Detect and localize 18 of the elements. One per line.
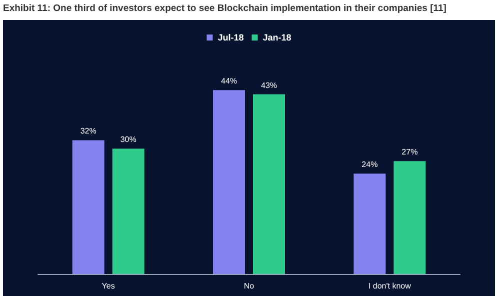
- data-label: 27%: [402, 148, 418, 157]
- data-label: 43%: [260, 80, 278, 90]
- x-tick-label: Yes: [102, 282, 115, 290]
- bar: [354, 174, 386, 274]
- bar: [112, 148, 144, 274]
- bar: [253, 94, 285, 274]
- legend-label: Jul-18: [218, 32, 244, 42]
- bar: [394, 161, 426, 274]
- x-tick-label: I don't know: [368, 282, 412, 290]
- bar: [72, 140, 104, 274]
- legend-label: Jan-18: [262, 32, 292, 42]
- data-label: 30%: [120, 135, 136, 144]
- data-label: 24%: [362, 160, 378, 170]
- x-tick-label: No: [244, 282, 255, 290]
- data-label: 44%: [220, 76, 238, 86]
- chart-title: Exhibit 11: One third of investors expect to see Blockchain implementation in their companies [11]: [3, 3, 448, 14]
- data-label: 32%: [80, 126, 96, 136]
- bar: [213, 90, 245, 274]
